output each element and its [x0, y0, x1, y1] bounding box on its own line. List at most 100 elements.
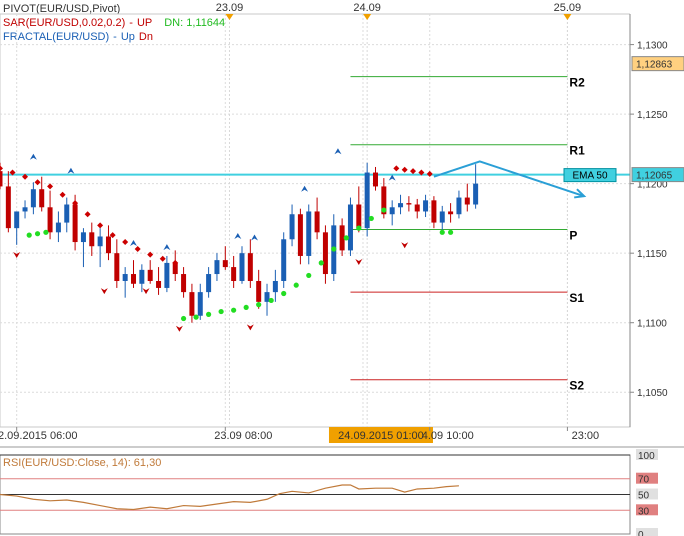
sar-dot-bull — [243, 304, 249, 311]
sar-dot-bull — [193, 314, 199, 320]
candle-body — [97, 236, 103, 247]
fractal-up-marker — [67, 167, 75, 174]
candle-body — [372, 172, 378, 187]
sar-dot-bear — [97, 222, 104, 229]
time-label: 23:00 — [572, 430, 600, 442]
price-tick-label: 1,1300 — [637, 41, 668, 52]
candle-body — [356, 204, 362, 229]
top-date-axis: 23.09 24.09 25.09 — [216, 2, 581, 20]
rsi-tick-box — [636, 504, 658, 516]
price-tick-label: 1,1250 — [637, 110, 668, 121]
candle-body — [14, 211, 20, 229]
sar-dot-bull — [43, 229, 49, 235]
sar-dot-bear — [22, 173, 29, 180]
candle-body — [30, 189, 36, 208]
candle-body — [172, 262, 178, 275]
rsi-tick-label: 70 — [638, 475, 650, 486]
rsi-tick-box — [636, 488, 658, 500]
candle-body — [89, 232, 95, 247]
price-tag-label: 1,12065 — [636, 171, 673, 182]
time-label: 23.09 08:00 — [214, 430, 272, 442]
sar-dot-bull — [318, 260, 324, 266]
legend-pivot-label: PIVOT(EUR/USD,Pivot) — [3, 3, 121, 15]
crosshair-time-box — [328, 427, 433, 443]
sar-dot-bear — [172, 259, 179, 266]
ema-label-box — [563, 168, 617, 183]
fractal-up-marker — [334, 148, 342, 155]
rsi-tick-box — [636, 449, 658, 460]
pivot-label: S2 — [569, 379, 584, 393]
candle-body — [431, 200, 437, 223]
sar-dot-bear — [147, 251, 154, 258]
candle-body — [281, 239, 287, 281]
sar-dot-bull — [218, 308, 224, 315]
candle-body — [414, 204, 420, 212]
sar-dot-bear — [109, 232, 116, 239]
rsi-line — [0, 484, 459, 511]
legend-sar-sep: - — [129, 17, 133, 29]
candle-body — [22, 207, 28, 212]
legend-sar-name: SAR(EUR/USD,0.02,0.2) — [3, 17, 126, 29]
top-date-marker — [563, 14, 572, 20]
candle-body — [314, 211, 320, 233]
candle-body — [406, 203, 412, 205]
sar-dot-bull — [281, 290, 287, 297]
legend-fractal-sep: - — [113, 31, 117, 43]
candle-body — [64, 204, 70, 223]
candle-body — [381, 186, 387, 215]
sar-dot-bear — [426, 170, 433, 177]
candle-body — [264, 292, 270, 302]
rsi-tick-label: 30 — [638, 506, 650, 517]
candle-body — [423, 200, 429, 212]
sar-dot-bear — [34, 179, 41, 186]
top-date-label: 24.09 — [353, 2, 381, 14]
price-tick-label: 1,1050 — [637, 388, 668, 399]
candle-body — [214, 260, 220, 275]
sar-dot-bear — [84, 211, 91, 218]
fractal-up-marker — [234, 233, 242, 240]
sar-dot-bear — [393, 165, 400, 172]
sar-dot-bull — [439, 229, 445, 235]
forecast-arrowhead — [574, 188, 587, 199]
candle-body — [448, 211, 454, 215]
sar-dot-bear — [159, 255, 166, 262]
candle-body — [181, 274, 187, 293]
candle-body — [256, 280, 262, 302]
candle-body — [398, 203, 404, 208]
legend-fractal-up: Up — [120, 31, 135, 43]
legend-sar-up: UP — [136, 17, 153, 29]
candle-body — [389, 207, 395, 215]
candle-body — [206, 274, 212, 293]
candle-body — [105, 236, 111, 254]
sar-dot-bear — [9, 169, 16, 176]
top-date-label: 23.09 — [216, 2, 244, 14]
sar-dot-bull — [34, 231, 41, 237]
candle-body — [114, 253, 120, 281]
sar-dot-bear — [401, 166, 408, 173]
sar-dot-bull — [256, 302, 262, 308]
sar-dots-group — [0, 165, 454, 322]
candle-body — [456, 197, 462, 215]
candle-body — [131, 274, 137, 284]
legend-pivot: PIVOT(EUR/USD,Pivot) — [3, 3, 124, 16]
fractal-down-marker — [13, 252, 21, 259]
candle-body — [0, 171, 3, 187]
fractal-up-marker — [29, 153, 37, 160]
rsi-tick-box — [636, 528, 658, 536]
fractal-up-marker — [388, 174, 396, 181]
ema-line-group: EMA 50 — [0, 168, 630, 183]
price-tick-label: 1,1100 — [637, 319, 667, 330]
pivot-label: R2 — [569, 76, 585, 90]
legend-fractal-dn: Dn — [138, 31, 153, 43]
sar-dot-bear — [418, 169, 425, 176]
price-tick-label: 1,1150 — [637, 249, 667, 260]
sar-dot-bull — [26, 232, 32, 238]
sar-dot-bull — [268, 297, 274, 304]
fractal-down-marker — [142, 288, 150, 295]
fractal-up-marker — [251, 234, 259, 241]
fractal-down-marker — [355, 258, 363, 265]
time-label: 4.09 10:00 — [422, 430, 474, 442]
sar-dot-bear — [122, 239, 129, 246]
sar-dot-bull — [368, 215, 374, 222]
